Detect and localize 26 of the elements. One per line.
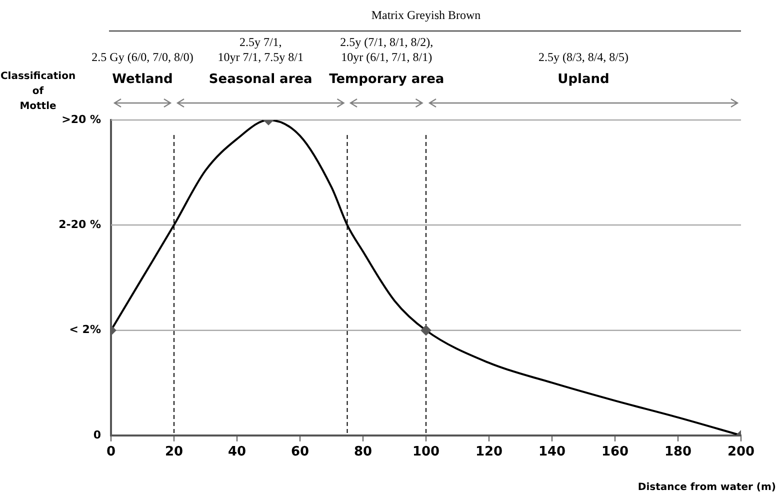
x-tick-label: 200 — [727, 444, 755, 460]
x-tick-label: 20 — [164, 444, 184, 460]
text: Temporary area — [329, 72, 444, 87]
x-tick-label: 160 — [601, 444, 629, 460]
y-axis-title: Classification of Mottle — [0, 71, 76, 112]
text: 2-20 % — [58, 218, 101, 231]
text: 2.5 Gy (6/0, 7/0, 8/0) — [92, 50, 194, 64]
text: Wetland — [112, 72, 173, 87]
x-tick-label: 180 — [664, 444, 692, 460]
x-tick-label: 100 — [412, 444, 440, 460]
x-tick-label: 0 — [106, 444, 116, 460]
text: 0 — [93, 428, 102, 442]
text: >20 % — [62, 112, 101, 126]
x-tick-label: 80 — [354, 444, 372, 460]
text: 2.5y 7/1, 10yr 7/1, 7.5y 8/1 — [218, 35, 304, 64]
x-tick-label: 140 — [538, 444, 566, 460]
text: Upland — [558, 72, 610, 87]
text: < 2% — [69, 323, 101, 336]
x-tick-label: 40 — [228, 444, 246, 460]
x-tick-label: 60 — [290, 444, 310, 460]
chart-title: Matrix Greyish Brown — [371, 8, 481, 22]
text: 2.5y (8/3, 8/4, 8/5) — [538, 50, 628, 64]
text: 2.5y (7/1, 8/1, 8/2), 10yr (6/1, 7/1, 8/1) — [340, 35, 434, 64]
x-tick-label: 120 — [475, 444, 503, 460]
x-axis-title: Distance from water (m) — [638, 482, 776, 493]
text: Seasonal area — [208, 72, 312, 87]
